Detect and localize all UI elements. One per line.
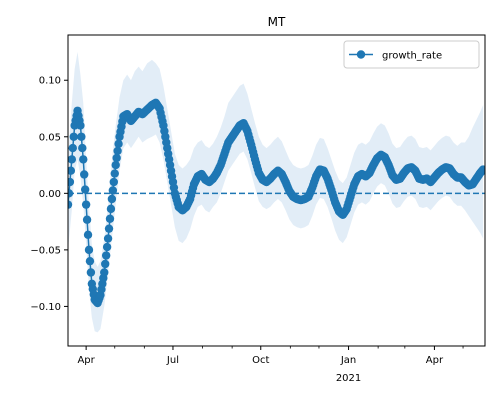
data-point: [68, 200, 73, 209]
data-point: [83, 230, 93, 239]
legend-label-growth-rate: growth_rate: [382, 51, 442, 62]
x-tick-sublabel: 2021: [336, 373, 361, 384]
y-tick-label: 0.05: [39, 132, 61, 143]
y-tick-label: −0.10: [30, 302, 61, 313]
data-point: [109, 177, 119, 187]
data-point: [82, 215, 92, 224]
x-tick-label: Jul: [166, 355, 179, 366]
data-point: [105, 214, 115, 223]
data-point: [478, 165, 485, 174]
data-point: [76, 121, 85, 130]
axes-frame: [67, 34, 486, 347]
data-point: [111, 160, 120, 170]
legend-box: [343, 40, 480, 69]
data-point: [112, 153, 121, 163]
data-point: [102, 242, 112, 252]
data-point: [101, 259, 110, 269]
x-tick-label: Oct: [252, 355, 269, 366]
y-tick-label: 0.10: [39, 76, 61, 87]
y-tick-label: −0.05: [30, 245, 61, 256]
data-point: [86, 268, 96, 277]
data-point: [85, 256, 95, 266]
axes: −0.10 −0.05 0.00 0.05 0.10 Apr Jul Oct Jan 2021 Ap…: [30, 34, 486, 384]
legend: growth_rate: [343, 40, 480, 69]
chart-title: MT: [268, 15, 286, 29]
data-point: [68, 155, 77, 164]
data-point: [113, 146, 122, 156]
data-point: [100, 268, 109, 277]
data-point: [104, 224, 114, 233]
data-point: [68, 177, 75, 187]
data-point: [106, 204, 116, 214]
data-point: [103, 234, 113, 243]
data-point: [84, 245, 94, 255]
x-tick-label: Apr: [426, 355, 444, 366]
confidence-band: [68, 51, 484, 333]
legend-marker-swatch: [356, 50, 366, 59]
x-tick-label: Jan: [340, 355, 356, 366]
data-point: [69, 132, 78, 141]
data-point: [114, 139, 123, 149]
data-point: [107, 194, 117, 204]
data-point: [110, 169, 119, 178]
data-point: [81, 200, 91, 209]
plot-clipped-group: [68, 51, 485, 333]
data-point: [77, 132, 86, 141]
data-point: [68, 166, 76, 175]
data-point: [80, 185, 90, 194]
data-point: [78, 143, 87, 153]
x-tick-label: Apr: [77, 355, 95, 366]
data-point: [108, 186, 118, 195]
data-point: [68, 143, 77, 153]
data-point: [80, 170, 89, 179]
data-point: [101, 251, 111, 260]
y-tick-label: 0.00: [39, 189, 61, 200]
data-point: [79, 155, 88, 164]
plot-area: [68, 51, 485, 333]
series-markers-growth-rate: [68, 98, 485, 308]
data-point: [68, 189, 74, 198]
